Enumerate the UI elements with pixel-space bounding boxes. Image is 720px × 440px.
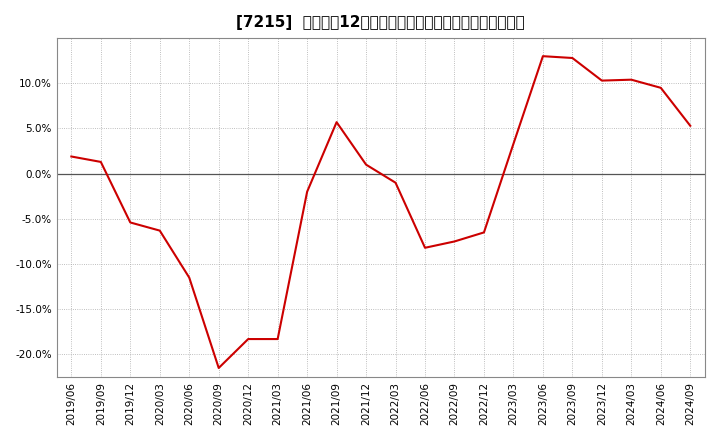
Title: [7215]  売上高の12か月移動合計の対前年同期増減率の推移: [7215] 売上高の12か月移動合計の対前年同期増減率の推移 bbox=[236, 15, 525, 30]
